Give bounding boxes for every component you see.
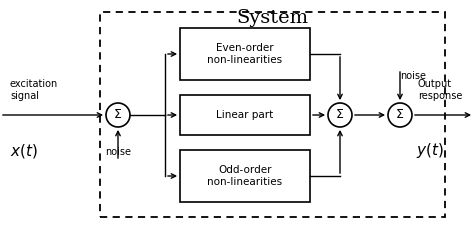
Text: Output
response: Output response — [418, 79, 462, 101]
Bar — [180, 95, 310, 135]
Text: excitation
signal: excitation signal — [10, 79, 58, 101]
Text: $x(t)$: $x(t)$ — [10, 142, 38, 160]
Text: $\Sigma$: $\Sigma$ — [113, 109, 123, 122]
Text: Even-order
non-linearities: Even-order non-linearities — [208, 43, 283, 65]
Text: noise: noise — [400, 71, 426, 81]
Text: $\Sigma$: $\Sigma$ — [395, 109, 405, 122]
Text: $y(t)$: $y(t)$ — [416, 142, 444, 161]
Text: System: System — [236, 9, 308, 27]
Text: $\Sigma$: $\Sigma$ — [336, 109, 345, 122]
Text: noise: noise — [105, 147, 131, 157]
Bar — [180, 150, 310, 202]
Text: Linear part: Linear part — [216, 110, 273, 120]
Bar — [100, 12, 445, 217]
Bar — [180, 28, 310, 80]
Text: Odd-order
non-linearities: Odd-order non-linearities — [208, 165, 283, 187]
